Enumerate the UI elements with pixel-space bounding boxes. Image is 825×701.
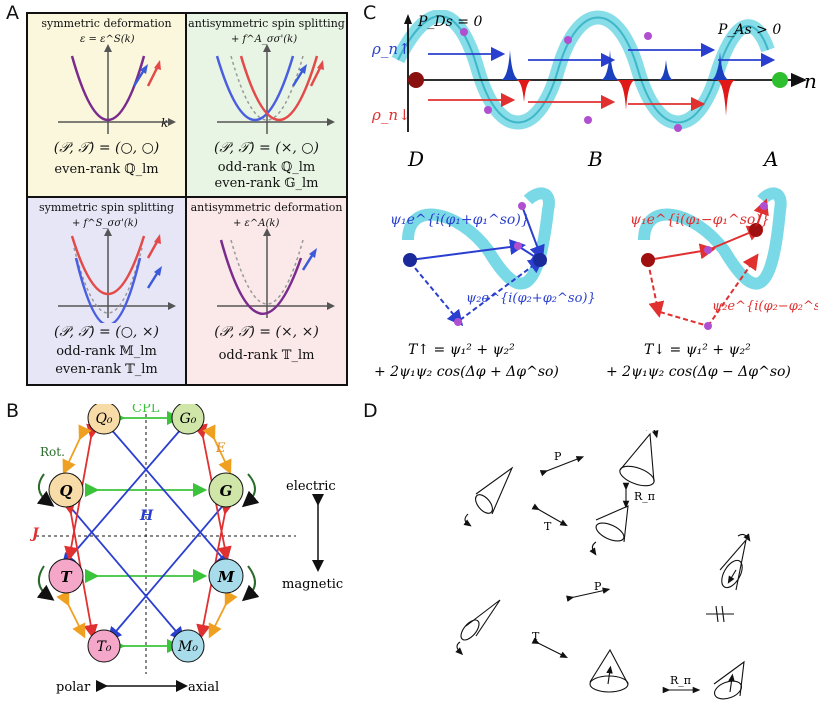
cell-title: symmetric spin splitting (38, 201, 175, 214)
node-q0: Q₀ (95, 411, 112, 427)
panel-a: symmetric deformation ε = ε^S(k) k (𝒫, 𝒯… (26, 12, 348, 386)
dispersion-plot (58, 44, 176, 134)
cell-symmetric-deformation: symmetric deformation ε = ε^S(k) k (𝒫, 𝒯… (28, 14, 187, 198)
label-r-pi-1: R_π (634, 490, 655, 503)
dispersion-plot (58, 228, 176, 323)
site-d: D (407, 147, 424, 171)
pt-symmetry: (𝒫, 𝒯) = (×, ○) (213, 140, 320, 156)
rank-line-1: odd-rank 𝕋_lm (218, 348, 315, 363)
dispersion-plot (217, 228, 335, 318)
label-p-1: P (554, 450, 562, 463)
panel-a-label: A (6, 2, 19, 24)
cell-symmetric-spin-splitting: symmetric spin splitting + f^S_σσ'(k) (𝒫… (28, 198, 187, 384)
pt-symmetry: (𝒫, 𝒯) = (○, ○) (53, 140, 160, 156)
cell-title: antisymmetric spin splitting (188, 17, 345, 30)
label-e: E (215, 441, 226, 456)
node-t0: T₀ (97, 639, 112, 655)
label-cpl: CPL (132, 404, 160, 416)
label-rot: Rot. (40, 445, 65, 459)
axis-n: n (804, 69, 817, 93)
left-psi1: ψ₁e^{i(φ₁+φ₁^so)} (390, 212, 530, 228)
cell-antisymmetric-spin-splitting: antisymmetric spin splitting + f^A_σσ'(k… (187, 14, 346, 198)
node-g: G (220, 482, 233, 500)
cell-antisymmetric-deformation: antisymmetric deformation + ε^A(k) (𝒫, 𝒯… (187, 198, 346, 384)
label-electric: electric (286, 479, 336, 494)
panel-b-multipole-diagram: Q₀ G₀ Q G T M T₀ M₀ CPL Rot. E H J elect… (29, 404, 343, 695)
label-t-2: T (532, 630, 540, 643)
cell-title: antisymmetric deformation (190, 201, 343, 214)
panel-d-label: D (363, 400, 378, 422)
site-b: B (587, 147, 603, 171)
node-q: Q (59, 482, 72, 500)
label-j: J (29, 526, 40, 542)
cell-title: symmetric deformation (41, 17, 172, 30)
p-ds: P_Ds = 0 (417, 14, 482, 30)
rho-up: ρ_n↑ (371, 40, 411, 58)
cell-formula: + f^A_σσ'(k) (231, 34, 298, 45)
pt-symmetry: (𝒫, 𝒯) = (×, ×) (214, 324, 319, 340)
label-polar: polar (56, 680, 91, 695)
label-axial: axial (188, 680, 219, 695)
cell-formula: ε = ε^S(k) (80, 34, 135, 45)
pt-symmetry: (𝒫, 𝒯) = (○, ×) (53, 324, 160, 340)
rank-line-1: even-rank ℚ_lm (54, 162, 159, 177)
rho-down: ρ_n↓ (371, 106, 411, 124)
right-t1: T↓ = ψ₁² + ψ₂² (644, 342, 751, 358)
panel-c-helix-diagram: n ρ_n↑ ρ_n↓ P_Ds = 0 P_As > 0 D B A ψ₁e^… (371, 10, 818, 380)
right-psi2: ψ₂e^{i(φ₂−φ₂^so)} (712, 299, 818, 314)
dispersion-plot (215, 44, 335, 134)
label-p-2: P (594, 580, 602, 593)
rank-line-1: odd-rank 𝕄_lm (56, 344, 157, 359)
node-t: T (60, 568, 73, 586)
site-a: A (762, 147, 778, 171)
label-t-1: T (544, 520, 552, 533)
panel-c-label: C (363, 2, 377, 24)
rank-line-2: even-rank 𝕋_lm (55, 362, 158, 377)
cell-formula: + ε^A(k) (233, 218, 280, 229)
label-r-pi-2: R_π (670, 674, 691, 687)
panel-b-label: B (6, 400, 20, 422)
left-psi2: ψ₂e^{i(φ₂+φ₂^so)} (466, 291, 596, 306)
node-m: M (217, 568, 235, 586)
rank-line-1: odd-rank ℚ_lm (217, 160, 316, 175)
label-magnetic: magnetic (282, 577, 343, 592)
right-psi1: ψ₁e^{i(φ₁−φ₁^so)} (630, 212, 770, 228)
p-as: P_As > 0 (717, 22, 781, 38)
node-g0: G₀ (180, 411, 197, 427)
right-t2: + 2ψ₁ψ₂ cos(Δφ − Δφ^so) (606, 364, 791, 380)
node-m0: M₀ (177, 639, 198, 655)
label-h: H (139, 508, 154, 524)
left-t2: + 2ψ₁ψ₂ cos(Δφ + Δφ^so) (374, 364, 559, 380)
k-axis-label: k (161, 116, 169, 130)
left-t1: T↑ = ψ₁² + ψ₂² (408, 342, 515, 358)
rank-line-2: even-rank 𝔾_lm (214, 176, 319, 191)
cell-formula: + f^S_σσ'(k) (72, 218, 138, 229)
panel-d-cone-diagram: P T R_π P T R_π (455, 430, 751, 700)
